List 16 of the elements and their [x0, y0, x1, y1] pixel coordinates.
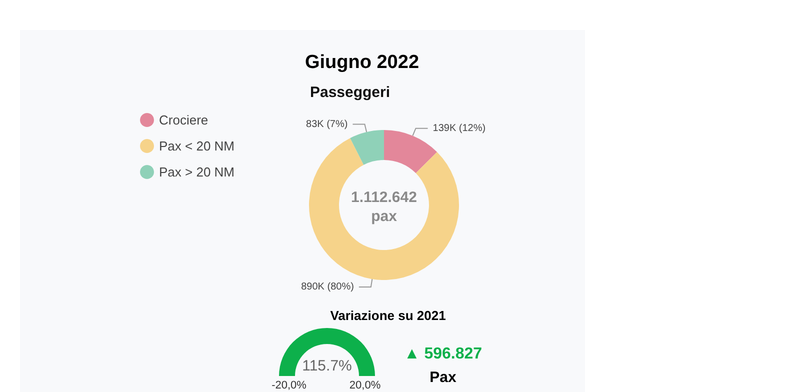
text: 1.112.642 — [351, 189, 417, 206]
chart-subtitle: Passeggeri — [310, 84, 390, 101]
text: Pax — [430, 369, 457, 386]
legend-label: Pax > 20 NM — [159, 164, 235, 180]
legend-label: Pax < 20 NM — [159, 138, 235, 154]
text: pax — [371, 208, 398, 225]
text: 20,0% — [349, 380, 381, 392]
chart-title: Giugno 2022 — [304, 52, 420, 73]
data-label: 139K (12%) — [432, 122, 486, 134]
text: -20,0% — [272, 380, 307, 392]
data-label: 115.7% — [302, 358, 352, 374]
text: Variazione su 2021 — [330, 308, 446, 323]
data-label: 83K (7%) — [306, 118, 348, 130]
data-label: 890K (80%) — [301, 281, 354, 292]
legend-label: Crociere — [159, 112, 208, 128]
text: ▲ 596.827 — [404, 346, 482, 362]
